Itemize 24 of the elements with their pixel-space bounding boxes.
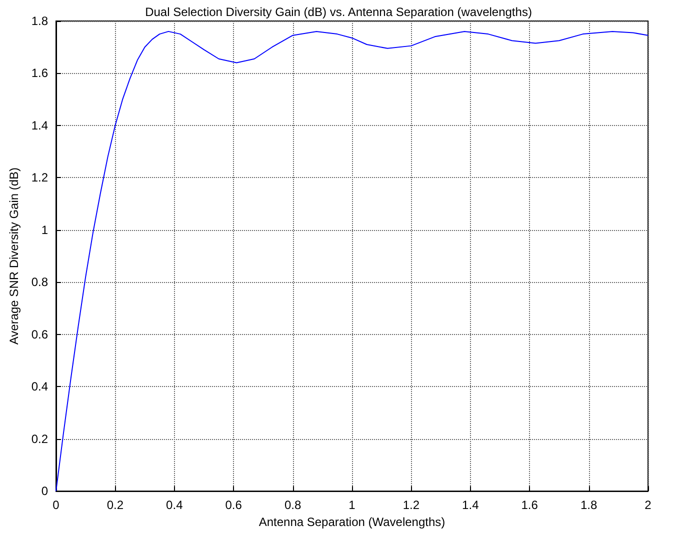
x-axis-title: Antenna Separation (Wavelengths) [258,515,446,529]
y-tick-label: 1.8 [31,14,48,28]
y-tick-label: 1.2 [31,170,48,185]
x-tick-label: 1 [348,498,356,512]
y-tick-label: 0.2 [31,432,48,446]
y-tick-label: 0.6 [31,327,48,342]
x-tick-label: 0.8 [284,498,302,512]
x-tick-label: 2 [644,498,652,512]
x-tick-label: 0.6 [225,498,242,512]
y-tick-label: 0.8 [31,275,48,290]
x-tick-label: 0.2 [106,498,124,512]
x-tick-label: 1.2 [402,498,420,512]
y-axis-title: Average SNR Diversity Gain (dB) [7,167,21,345]
chart-title: Dual Selection Diversity Gain (dB) vs. Antenna Separation (wavelengths) [145,5,532,19]
y-tick-label: 0.4 [31,380,48,394]
x-tick-label: 1.8 [580,498,598,512]
x-tick-label: 0 [52,498,60,512]
y-tick-label: 1.6 [31,66,48,80]
y-tick-label: 1.4 [31,118,48,132]
x-tick-label: 0.4 [166,498,184,512]
y-tick-label: 1 [41,222,48,237]
x-tick-label: 1.4 [462,498,480,512]
y-tick-label: 0 [41,484,48,498]
x-tick-label: 1.6 [521,498,538,512]
